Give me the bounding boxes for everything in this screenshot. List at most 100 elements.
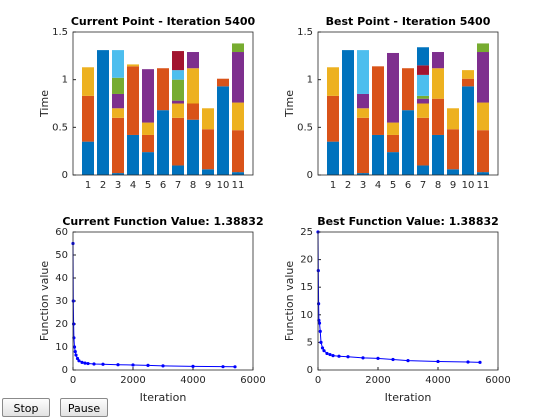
marker	[77, 359, 81, 363]
bar-segment	[462, 70, 474, 79]
y-tick-label: 0.5	[52, 122, 68, 133]
x-tick-label: 4000	[180, 375, 205, 386]
chart-title: Current Point - Iteration 5400	[71, 15, 256, 28]
bar-segment	[172, 103, 184, 118]
marker	[376, 356, 380, 361]
x-tick-label: 8	[435, 180, 441, 191]
y-tick-label: 0.5	[297, 122, 313, 133]
marker	[72, 322, 76, 326]
bar-segment	[462, 86, 474, 175]
y-axis-label: Function value	[38, 261, 51, 342]
marker	[75, 356, 80, 361]
bar-segment	[477, 52, 489, 103]
marker	[221, 365, 225, 369]
line	[317, 231, 481, 363]
bar-segment	[112, 173, 124, 175]
marker	[337, 354, 341, 358]
bar-segment	[417, 47, 429, 66]
marker	[318, 329, 322, 333]
x-tick-label: 5	[390, 180, 396, 191]
marker	[466, 360, 470, 364]
axes-box	[317, 231, 499, 371]
y-axis-label: Function value	[283, 261, 296, 342]
x-tick-label: 4000	[425, 375, 450, 386]
y-axis-label: Time	[38, 90, 51, 118]
bar-segment	[432, 134, 444, 175]
x-tick-label: 2	[100, 180, 106, 191]
stop-button[interactable]: Stop	[2, 398, 50, 417]
bar-segment	[232, 102, 244, 131]
y-tick-label: 20	[300, 255, 313, 266]
pause-button[interactable]: Pause	[60, 398, 108, 417]
bar-segment	[402, 68, 414, 111]
bar-segment	[112, 77, 124, 94]
bar-segment	[172, 165, 184, 175]
x-tick-label: 10	[462, 180, 475, 191]
y-tick-label: 40	[55, 273, 68, 284]
bar-segment	[342, 50, 354, 175]
y-tick-label: 10	[55, 342, 68, 353]
bar-segment	[217, 86, 229, 175]
bar-segment	[387, 152, 399, 175]
bar-segment	[447, 108, 459, 130]
bar-segment	[477, 130, 489, 173]
x-tick-label: 4	[375, 180, 381, 191]
marker	[131, 363, 135, 367]
bar-segment	[112, 93, 124, 109]
bar-segment	[327, 141, 339, 175]
marker	[86, 361, 90, 366]
marker	[72, 345, 77, 349]
y-tick-label: 10	[300, 310, 313, 321]
marker	[191, 364, 195, 368]
marker	[161, 364, 165, 368]
bar-segment	[142, 152, 154, 175]
bar-segment	[112, 108, 124, 118]
bar-segment	[417, 165, 429, 175]
x-tick-label: 7	[175, 180, 181, 191]
x-axis-label: Iteration	[140, 391, 187, 404]
bar-segment	[357, 173, 369, 175]
marker	[331, 354, 335, 358]
bar-segment	[217, 78, 229, 87]
bar-segment	[142, 69, 154, 123]
bar-segment	[402, 110, 414, 175]
marker	[116, 363, 120, 367]
marker	[320, 346, 325, 350]
bar-segment	[82, 95, 94, 142]
bar-segment	[112, 50, 124, 78]
y-tick-label: 0	[307, 365, 313, 376]
bar-segment	[327, 67, 339, 96]
x-tick-label: 8	[190, 180, 196, 191]
y-tick-label: 0	[62, 170, 68, 181]
marker	[92, 362, 96, 366]
bar-segment	[357, 117, 369, 174]
marker	[391, 357, 395, 362]
bar-segment	[477, 102, 489, 131]
x-tick-label: 1	[330, 180, 336, 191]
bar-segment	[97, 50, 109, 175]
bar-segment	[357, 50, 369, 94]
bar-segment	[232, 43, 244, 53]
x-tick-label: 9	[205, 180, 211, 191]
x-tick-label: 2000	[365, 375, 390, 386]
bar-segment	[172, 100, 184, 104]
line	[72, 243, 236, 368]
x-tick-label: 10	[217, 180, 230, 191]
bar-segment	[462, 78, 474, 87]
marker	[73, 350, 77, 354]
x-tick-label: 5	[145, 180, 151, 191]
marker	[317, 321, 322, 325]
chart-title: Best Point - Iteration 5400	[326, 15, 491, 28]
bar-segment	[157, 68, 169, 111]
marker	[322, 349, 326, 353]
x-tick-label: 3	[360, 180, 366, 191]
bar-segment	[82, 141, 94, 175]
bar-segment	[417, 65, 429, 75]
bar-segment	[417, 103, 429, 118]
y-tick-label: 1.5	[297, 27, 313, 38]
marker	[406, 359, 410, 363]
y-tick-label: 15	[300, 282, 313, 293]
bar-segment	[202, 169, 214, 175]
bar-segment	[187, 68, 199, 104]
